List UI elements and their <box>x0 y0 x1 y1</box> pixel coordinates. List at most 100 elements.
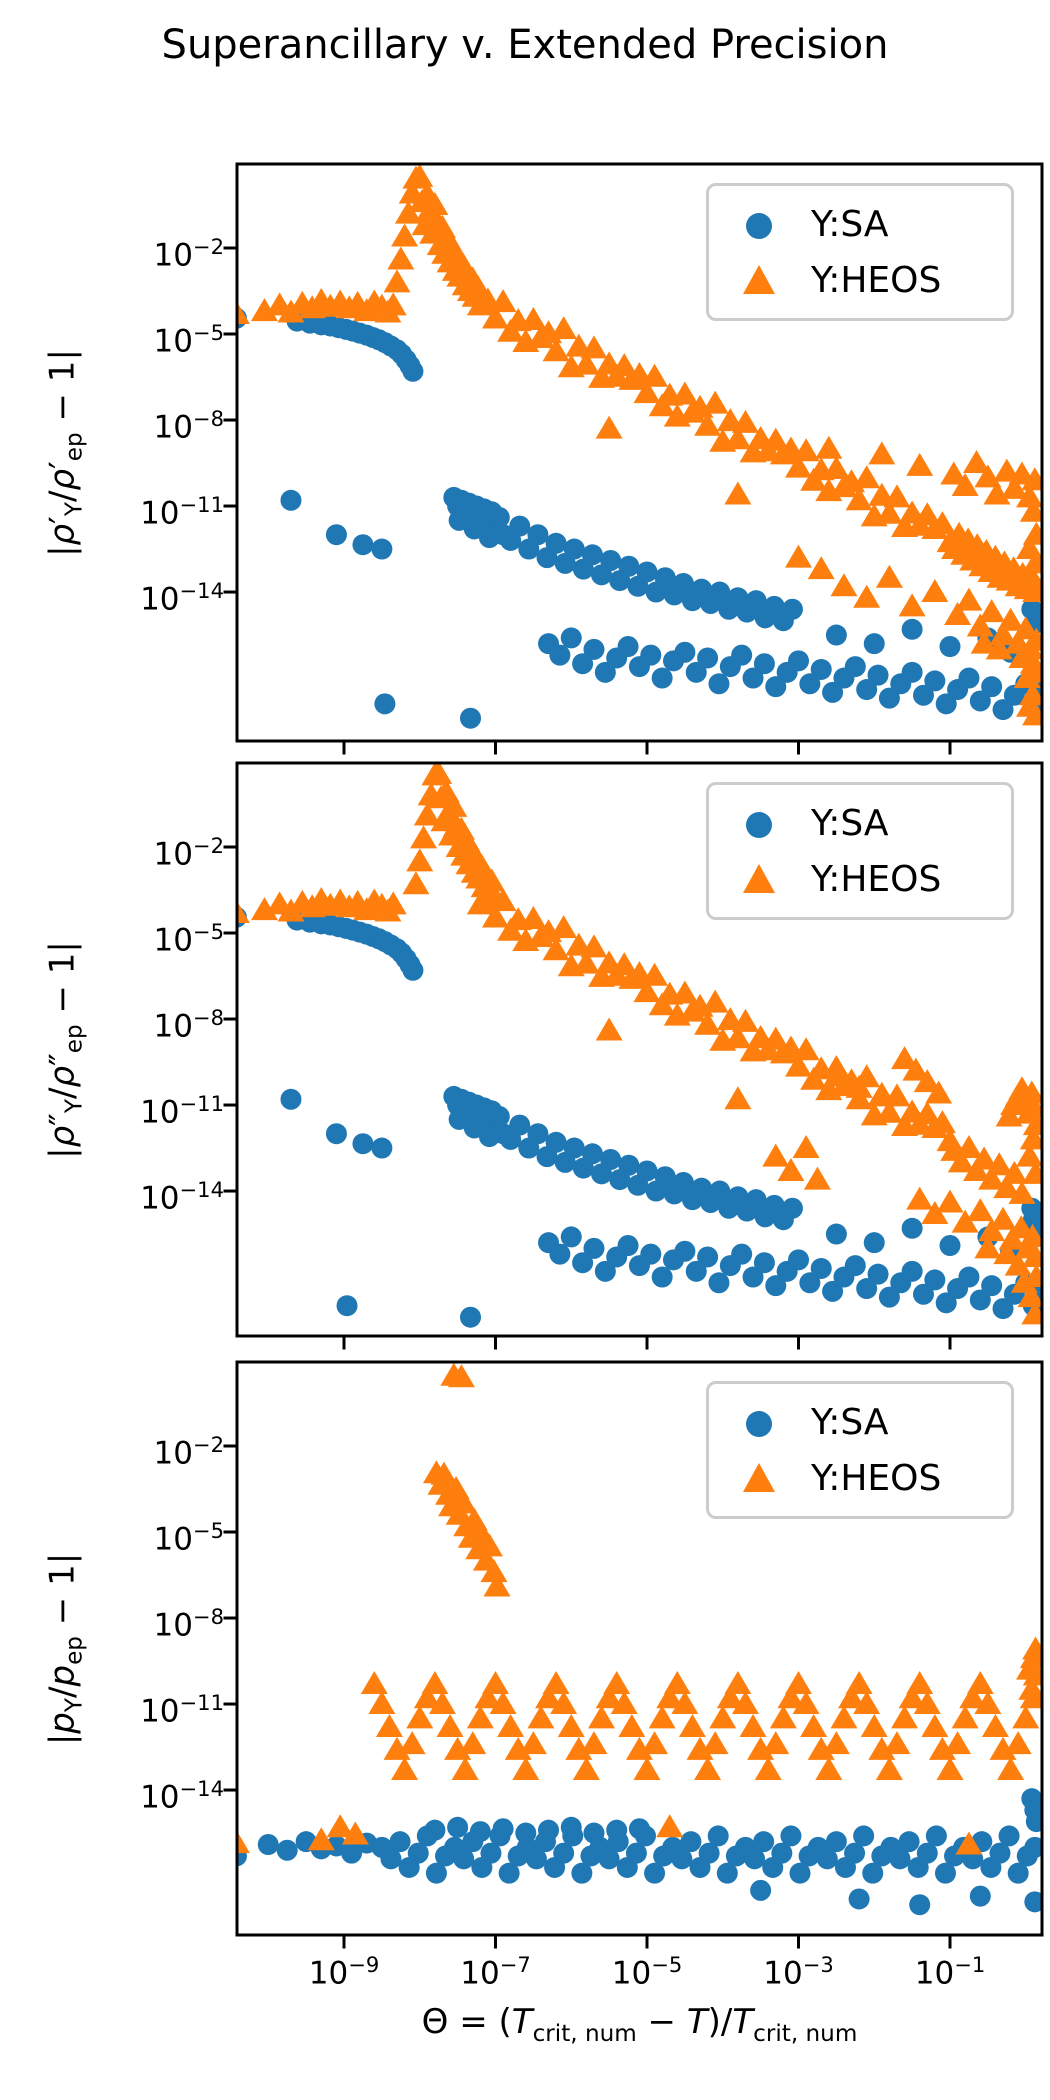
scatter-point-heos <box>709 1705 737 1729</box>
scatter-point-sa <box>600 550 622 572</box>
scatter-point-sa <box>708 1272 730 1294</box>
scatter-point-heos <box>993 1175 1021 1199</box>
scatter-point-sa <box>898 1831 920 1853</box>
scatter-point-sa <box>509 515 531 537</box>
scatter-point-sa <box>848 1888 870 1910</box>
scatter-point-heos <box>970 630 998 654</box>
scatter-point-heos <box>701 989 729 1013</box>
scatter-point-heos <box>368 1691 396 1715</box>
scatter-point-sa <box>1025 1811 1042 1833</box>
scatter-point-heos <box>512 1756 540 1780</box>
scatter-point-heos <box>997 607 1025 631</box>
scatter-point-heos <box>1019 682 1042 706</box>
scatter-point-sa <box>460 707 482 729</box>
scatter-point-sa <box>745 590 767 612</box>
scatter-point-heos <box>1022 1160 1042 1184</box>
scatter-point-heos <box>792 1135 820 1159</box>
scatter-point-heos <box>989 1206 1017 1230</box>
scatter-point-sa <box>753 1831 775 1853</box>
scatter-point-heos <box>913 1069 941 1093</box>
scatter-point-sa <box>731 1243 753 1265</box>
scatter-point-sa <box>709 1180 731 1202</box>
scatter-point-heos <box>482 904 509 928</box>
scatter-point-heos <box>769 1705 797 1729</box>
scatter-point-sa <box>998 1825 1020 1847</box>
scatter-point-sa <box>856 679 878 701</box>
scatter-point-heos <box>951 472 979 496</box>
scatter-point-sa <box>478 527 500 549</box>
scatter-point-heos <box>641 962 669 986</box>
scatter-point-sa <box>789 1862 811 1884</box>
scatter-point-heos <box>497 1713 525 1737</box>
scatter-point-heos <box>716 1685 744 1709</box>
scatter-point-sa <box>716 1862 738 1884</box>
scatter-point-heos <box>921 1713 949 1737</box>
scatter-point-heos <box>724 1086 752 1110</box>
scatter-point-heos <box>739 1713 767 1737</box>
scatter-point-heos <box>618 1713 646 1737</box>
scatter-point-sa <box>525 1848 547 1870</box>
y-tick-label: 10−11 <box>140 1690 224 1730</box>
scatter-point-sa <box>625 1842 647 1864</box>
scatter-point-heos <box>519 1731 547 1755</box>
scatter-point-sa <box>685 1260 707 1282</box>
scatter-point-heos <box>475 1533 503 1557</box>
scatter-point-sa <box>674 1240 696 1262</box>
scatter-point-heos <box>550 1691 578 1715</box>
scatter-point-heos <box>807 556 835 580</box>
scatter-point-sa <box>600 1149 622 1171</box>
legend-item-sa: Y:SA <box>737 1394 1011 1450</box>
scatter-point-heos <box>480 1559 508 1583</box>
scatter-point-heos <box>656 1814 684 1838</box>
scatter-point-sa <box>912 684 934 706</box>
scatter-point-heos <box>883 1731 911 1755</box>
scatter-point-sa <box>924 1269 946 1291</box>
scatter-point-sa <box>453 1848 475 1870</box>
scatter-point-heos <box>519 905 547 929</box>
scatter-point-heos <box>572 950 600 974</box>
scatter-point-heos <box>785 544 812 568</box>
scatter-point-sa <box>563 538 585 560</box>
axes-spines <box>235 162 1044 743</box>
scatter-point-heos <box>701 390 729 414</box>
scatter-point-heos <box>724 481 752 505</box>
scatter-point-sa <box>912 1283 934 1305</box>
scatter-point-heos <box>985 1152 1013 1176</box>
scatter-point-sa <box>425 1862 447 1884</box>
scatter-point-sa <box>1024 1891 1042 1913</box>
scatter-point-sa <box>934 1862 956 1884</box>
scatter-point-heos <box>1012 616 1040 640</box>
legend-label-sa: Y:SA <box>811 802 889 844</box>
scatter-point-heos <box>379 292 407 316</box>
x-tick-label: 10−3 <box>763 1952 834 1992</box>
y-tick-label: 10−5 <box>153 919 224 959</box>
scatter-point-heos <box>1008 1180 1036 1204</box>
scatter-point-sa <box>545 532 567 554</box>
scatter-point-heos <box>671 1691 699 1715</box>
scatter-point-sa <box>488 506 510 528</box>
scatter-point-sa <box>765 676 787 698</box>
scatter-point-sa <box>583 1237 605 1259</box>
scatter-point-sa <box>640 1243 662 1265</box>
y-tick-label: 10−2 <box>153 833 224 873</box>
scatter-point-sa <box>389 1831 411 1853</box>
scatter-point-sa <box>969 690 991 712</box>
scatter-point-sa <box>742 1266 764 1288</box>
scatter-point-heos <box>483 1573 511 1597</box>
scatter-point-heos <box>845 487 873 511</box>
scatter-point-heos <box>447 1364 475 1388</box>
scatter-point-sa <box>572 653 594 675</box>
scatter-point-heos <box>360 1670 388 1694</box>
scatter-point-sa <box>1022 1209 1042 1231</box>
scatter-point-heos <box>762 1731 790 1755</box>
scatter-point-heos <box>1000 1160 1028 1184</box>
scatter-point-sa <box>707 1825 729 1847</box>
scatter-point-heos <box>792 438 820 462</box>
scatter-point-sa <box>469 1821 491 1843</box>
scatter-point-heos <box>580 335 608 359</box>
scatter-point-heos <box>478 868 506 892</box>
scatter-point-heos <box>603 1670 631 1694</box>
scatter-point-heos <box>925 1080 953 1104</box>
scatter-point-sa <box>654 567 676 589</box>
